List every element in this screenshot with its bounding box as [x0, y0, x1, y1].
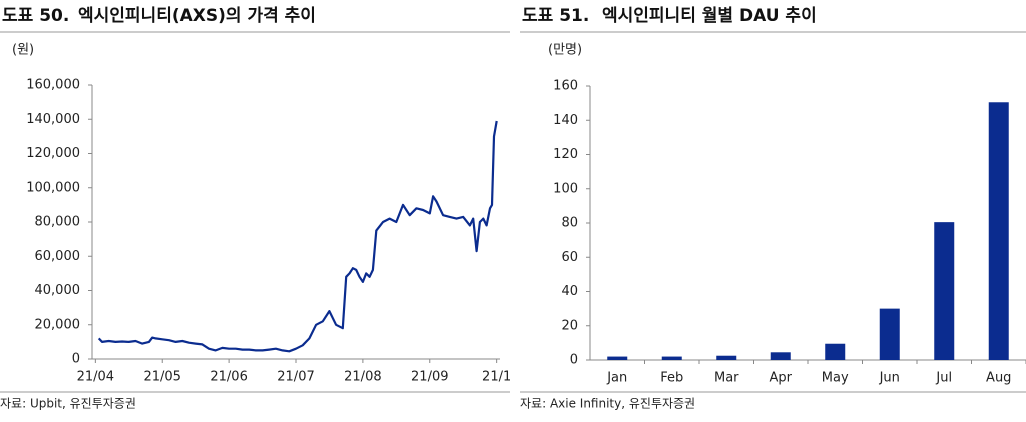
bar — [934, 222, 955, 360]
y-tick-label: 40,000 — [35, 283, 81, 298]
x-tick-label: Apr — [770, 371, 793, 386]
x-tick-label: Mar — [714, 371, 739, 386]
chart-title: 엑시인피니티 월별 DAU 추이 — [602, 6, 817, 26]
y-tick-label: 80,000 — [35, 215, 81, 230]
figure-number: 도표 51. — [522, 6, 589, 26]
y-tick-label: 120 — [553, 147, 578, 162]
bar — [770, 352, 791, 360]
y-tick-label: 100,000 — [26, 180, 80, 195]
x-tick-label: 21/08 — [344, 370, 381, 385]
source: 자료: Axie Infinity, 유진투자증권 — [520, 397, 695, 411]
y-tick-label: 0 — [570, 353, 578, 368]
y-tick-label: 160 — [553, 79, 578, 94]
y-tick-label: 160,000 — [26, 78, 80, 93]
x-tick-label: 21/1 — [482, 370, 510, 385]
y-tick-label: 140 — [553, 113, 578, 128]
x-tick-label: 21/05 — [143, 370, 180, 385]
chart: 도표 50. 엑시인피니티(AXS)의 가격 추이 (원) 자료: Upbit, 유진… — [0, 6, 510, 411]
x-tick-label: Jul — [935, 371, 952, 386]
bar — [661, 356, 682, 360]
x-tick-label: 21/07 — [277, 370, 314, 385]
y-tick-label: 80 — [561, 216, 578, 231]
y-tick-label: 140,000 — [26, 112, 80, 127]
y-tick-label: 60 — [561, 250, 578, 265]
bar — [988, 102, 1009, 361]
y-unit: (만명) — [548, 43, 582, 58]
y-tick-label: 100 — [553, 181, 578, 196]
bar — [607, 356, 628, 360]
x-tick-label: 21/09 — [411, 370, 448, 385]
x-tick-label: Jun — [879, 371, 900, 386]
source: 자료: Upbit, 유진투자증권 — [0, 397, 136, 411]
y-tick-label: 120,000 — [26, 146, 80, 161]
y-unit: (원) — [12, 43, 34, 58]
bar — [879, 308, 900, 360]
x-tick-label: 21/06 — [210, 370, 247, 385]
y-tick-label: 60,000 — [35, 249, 81, 264]
x-tick-label: 21/04 — [77, 370, 114, 385]
bar — [825, 343, 846, 360]
y-tick-label: 40 — [561, 284, 578, 299]
bar — [716, 355, 737, 360]
x-tick-label: Feb — [660, 371, 683, 386]
x-tick-label: May — [822, 371, 849, 386]
chart: 도표 51. 엑시인피니티 월별 DAU 추이 (만명) 자료: Axie Infin… — [520, 6, 1026, 411]
x-tick-label: Jan — [606, 371, 627, 386]
chart-title: 엑시인피니티(AXS)의 가격 추이 — [78, 6, 316, 26]
price-line — [97, 120, 498, 353]
figure-number: 도표 50. — [2, 6, 69, 26]
x-tick-label: Aug — [986, 371, 1011, 386]
y-tick-label: 0 — [72, 352, 80, 367]
y-tick-label: 20,000 — [35, 317, 81, 332]
y-tick-label: 20 — [561, 318, 578, 333]
